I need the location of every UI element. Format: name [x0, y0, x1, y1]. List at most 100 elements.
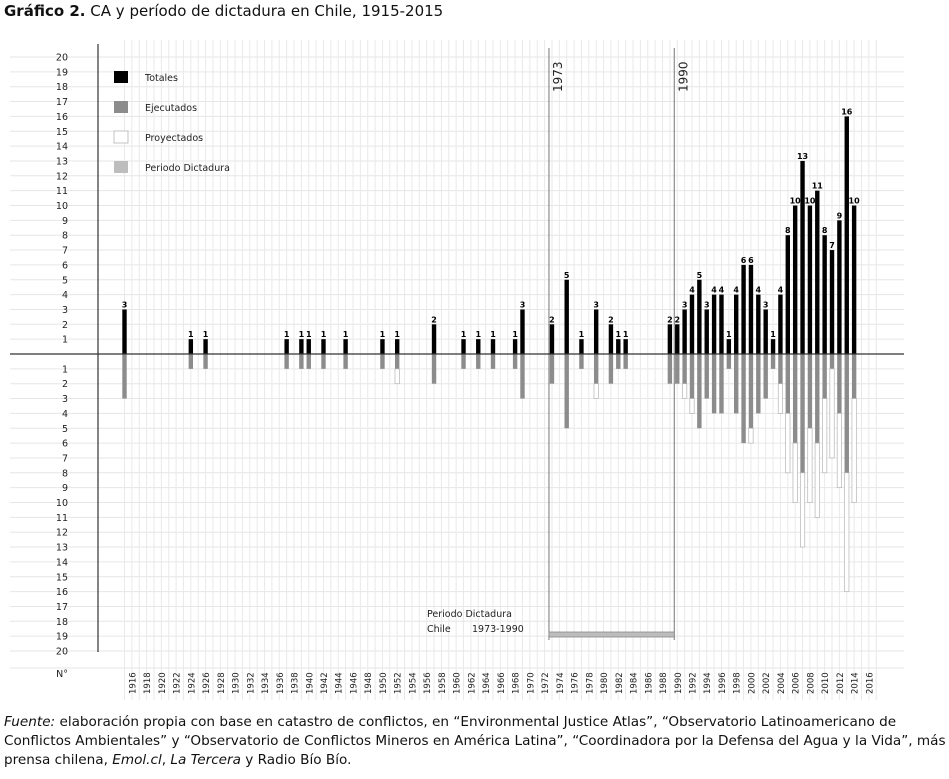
y-tick-label: 11 — [56, 186, 68, 197]
y-tick-label: 20 — [56, 53, 68, 64]
bar-totales-2014 — [851, 205, 857, 354]
x-tick-label: 1916 — [128, 672, 138, 694]
x-tick-label: 1992 — [688, 672, 698, 694]
bar-totales-2007 — [800, 160, 805, 354]
bar-proyectados-2008 — [807, 427, 813, 503]
bar-ejecutados-2002 — [763, 354, 768, 399]
bar-ejecutados-1942 — [321, 354, 326, 369]
bar-ejecutados-1968 — [512, 354, 518, 369]
bar-ejecutados-1961 — [461, 354, 466, 369]
bar-totales-1950 — [380, 339, 385, 354]
bar-label-2000: 6 — [748, 256, 754, 265]
bar-label-1992: 4 — [689, 286, 695, 295]
bar-ejecutados-1998 — [734, 354, 739, 414]
x-tick-label: 1962 — [467, 672, 477, 694]
legend-swatch-0 — [114, 71, 128, 83]
y-tick-label: 20 — [56, 647, 68, 658]
bar-ejecutados-1994 — [704, 354, 709, 399]
bar-totales-1977 — [579, 339, 584, 354]
x-tick-label: 1984 — [630, 672, 640, 694]
y-tick-label: 13 — [56, 543, 68, 554]
bar-totales-2012 — [837, 220, 842, 354]
x-tick-label: 1998 — [733, 672, 743, 694]
bar-ejecutados-2012 — [837, 354, 842, 414]
bar-ejecutados-1969 — [520, 354, 525, 399]
bar-label-1940: 1 — [306, 330, 312, 339]
x-tick-label: 1990 — [674, 672, 684, 694]
y-tick-label: 7 — [62, 246, 68, 257]
x-tick-label: 1968 — [512, 672, 522, 694]
x-tick-label: 2012 — [836, 672, 846, 694]
bar-totales-2004 — [778, 294, 783, 354]
bar-ejecutados-1926 — [203, 354, 208, 369]
bar-proyectados-2014 — [851, 398, 857, 503]
bar-ejecutados-1963 — [476, 354, 481, 369]
x-tick-label: 2008 — [806, 672, 816, 694]
bar-totales-1963 — [476, 339, 481, 354]
bar-label-1926: 1 — [203, 330, 209, 339]
bar-label-1915: 3 — [122, 300, 128, 309]
tick-labels: 1234567891011121314151617181920123456789… — [56, 53, 875, 695]
y-tick-label: 17 — [56, 602, 68, 613]
bar-label-2009: 11 — [812, 182, 824, 191]
bar-label-1998: 4 — [733, 286, 739, 295]
x-tick-label: 1958 — [438, 672, 448, 694]
bar-totales-2013 — [844, 116, 849, 355]
x-tick-label: 2002 — [762, 672, 772, 694]
bar-label-1977: 1 — [579, 330, 585, 339]
legend-label-0: Totales — [144, 73, 178, 84]
bar-totales-1994 — [704, 309, 709, 354]
bar-label-2004: 4 — [778, 286, 784, 295]
dictatorship-bar — [548, 631, 675, 638]
y-tick-label: 10 — [56, 498, 68, 509]
y-tick-label: 16 — [56, 112, 68, 123]
x-tick-label: 1934 — [261, 672, 271, 694]
x-tick-label: 1970 — [526, 672, 536, 694]
x-tick-label: 1982 — [615, 672, 625, 694]
bar-totales-2003 — [770, 339, 776, 354]
x-tick-label: 1938 — [291, 672, 301, 694]
x-tick-label: 1972 — [541, 672, 551, 694]
bar-totales-1924 — [188, 339, 194, 354]
axes — [10, 44, 904, 652]
x-tick-label: 1920 — [158, 672, 168, 694]
bar-label-1945: 1 — [343, 330, 349, 339]
bar-label-1995: 4 — [711, 286, 717, 295]
bar-ejecutados-2004 — [778, 354, 783, 384]
bar-totales-1937 — [284, 339, 289, 354]
x-tick-label: 1980 — [600, 672, 610, 694]
x-tick-label: 1966 — [497, 672, 507, 694]
bar-totales-1945 — [343, 339, 348, 354]
bar-label-2010: 8 — [822, 226, 828, 235]
marker-label-1990: 1990 — [676, 61, 690, 92]
y-tick-label: 16 — [56, 587, 68, 598]
bar-totales-2001 — [756, 294, 761, 354]
bar-totales-1940 — [306, 339, 311, 354]
caption-sep: , — [161, 752, 171, 768]
y-tick-label: 14 — [56, 142, 68, 153]
x-tick-label: 1942 — [320, 672, 330, 694]
bar-label-1950: 1 — [380, 330, 386, 339]
bar-label-1939: 1 — [299, 330, 305, 339]
x-tick-label: 2000 — [747, 672, 757, 694]
bar-label-1952: 1 — [394, 330, 400, 339]
bar-totales-1973 — [549, 324, 555, 354]
y-tick-label: 18 — [56, 617, 68, 628]
caption-text-1: elaboración propia con base en catastro … — [4, 714, 946, 768]
bar-proyectados-2000 — [748, 427, 754, 444]
bar-totales-2008 — [807, 205, 813, 354]
bar-totales-1952 — [394, 339, 400, 354]
bar-ejecutados-1950 — [380, 354, 385, 369]
y-tick-label: 5 — [62, 275, 68, 286]
figure-caption: Fuente: elaboración propia con base en c… — [4, 713, 949, 770]
x-tick-label: 1964 — [482, 672, 492, 694]
bar-totales-1965 — [490, 339, 496, 354]
x-tick-label: 1922 — [173, 672, 183, 694]
bar-totales-1996 — [719, 294, 724, 354]
bar-proyectados-1979 — [593, 383, 599, 399]
bar-totales-1983 — [623, 339, 628, 354]
bar-totales-1990 — [675, 324, 680, 354]
x-tick-label: 1994 — [703, 672, 713, 694]
bar-proyectados-2010 — [822, 398, 828, 474]
